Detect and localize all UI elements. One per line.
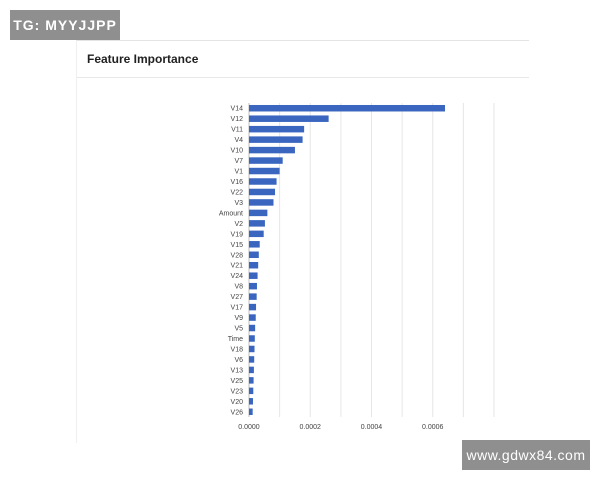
bar-v10: [249, 146, 295, 154]
category-label: V11: [231, 127, 243, 134]
bar-v4: [249, 136, 303, 143]
bar-v26: [249, 408, 253, 416]
bar-time: [249, 335, 255, 342]
bar-v18: [249, 345, 255, 353]
watermark-bottom: www.gdwx84.com: [462, 440, 590, 470]
category-label: V26: [231, 409, 244, 416]
bar-amount: [249, 209, 268, 217]
category-label: V21: [231, 263, 244, 270]
category-label: V19: [231, 231, 244, 238]
bar-v21: [249, 261, 259, 269]
category-label: V13: [231, 367, 244, 374]
category-label: V3: [234, 200, 243, 207]
bar-v6: [249, 356, 255, 363]
bar-v2: [249, 220, 265, 227]
category-label: V14: [231, 106, 244, 113]
bar-v22: [249, 188, 276, 196]
bar-v16: [249, 178, 277, 185]
category-label: V22: [231, 189, 244, 196]
bar-v15: [249, 241, 260, 248]
category-label: V27: [231, 294, 244, 301]
watermark-top: TG: MYYJJPP: [10, 10, 120, 40]
category-label: V23: [231, 388, 244, 395]
bar-v7: [249, 157, 283, 164]
bar-v17: [249, 303, 257, 311]
bar-v19: [249, 230, 264, 238]
category-label: Time: [228, 336, 243, 343]
bar-v3: [249, 199, 274, 206]
category-label: V12: [231, 116, 244, 123]
category-label: V15: [231, 242, 244, 249]
bar-v24: [249, 272, 258, 279]
bar-v1: [249, 167, 280, 175]
category-label: V5: [234, 326, 243, 333]
category-label: V25: [231, 378, 244, 385]
category-label: V17: [231, 305, 244, 312]
bar-v8: [249, 282, 257, 290]
bar-v13: [249, 366, 254, 374]
bar-v25: [249, 377, 254, 384]
category-label: V28: [231, 252, 244, 259]
bar-v20: [249, 398, 253, 405]
panel-header: Feature Importance: [77, 41, 529, 78]
category-label: V9: [234, 315, 243, 322]
category-label: V2: [234, 221, 243, 228]
category-label: V10: [231, 148, 244, 155]
x-tick-label: 0.0000: [238, 424, 260, 431]
x-tick-label: 0.0006: [422, 424, 444, 431]
category-label: V6: [234, 357, 243, 364]
category-label: V18: [231, 346, 244, 353]
bar-v11: [249, 125, 305, 133]
bar-v27: [249, 293, 257, 300]
category-label: V20: [231, 399, 244, 406]
category-label: V8: [234, 284, 243, 291]
x-tick-label: 0.0004: [361, 424, 383, 431]
category-label: Amount: [219, 210, 243, 217]
bar-v14: [249, 104, 445, 112]
bar-v5: [249, 324, 256, 332]
panel-title: Feature Importance: [87, 52, 199, 66]
category-label: V7: [234, 158, 243, 165]
x-tick-label: 0.0002: [300, 424, 322, 431]
category-label: V1: [234, 169, 243, 176]
bar-v23: [249, 387, 254, 395]
category-label: V4: [234, 137, 243, 144]
bar-v9: [249, 314, 256, 321]
bar-v12: [249, 115, 329, 122]
bar-v28: [249, 251, 259, 259]
category-label: V16: [231, 179, 244, 186]
category-label: V24: [231, 273, 244, 280]
